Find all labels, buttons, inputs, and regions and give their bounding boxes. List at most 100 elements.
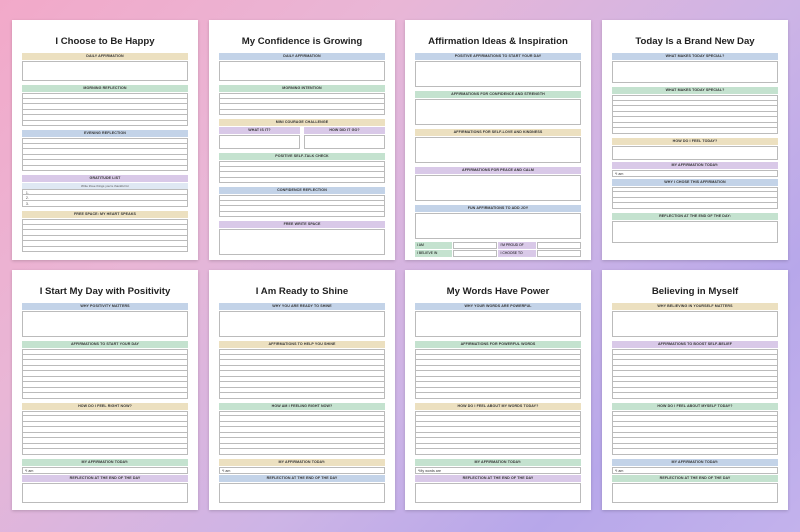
write-box[interactable] [612,145,778,160]
section-header: My Affirmation Today: [612,458,778,466]
section-header: How Do I Feel Today? [612,137,778,145]
section-header: Affirmations for Peace and Calm [415,167,581,174]
write-box[interactable] [22,61,188,81]
page-title: Believing in Myself [651,286,739,297]
section-header: Reflection at the End of the Day [219,474,385,482]
worksheet-page-6: I Am Ready to Shine Why You Are Ready to… [209,270,395,510]
numbered-line[interactable]: 3. [22,201,188,207]
write-box[interactable] [612,311,778,337]
section-header: Evening Reflection [22,130,188,137]
prompt-field[interactable] [453,250,498,257]
section-header: Affirmations to Start Your Day [22,341,188,348]
write-box[interactable] [415,213,581,239]
prompt-label: I'M PROUD OF [498,242,536,249]
section-header: Fun Affirmations to Add Joy [415,205,581,212]
worksheet-page-2: My Confidence is Growing Daily Affirmati… [209,20,395,260]
section-header: Confidence Reflection [219,187,385,194]
affirmation-line[interactable]: *I am [612,169,778,177]
worksheet-page-7: My Words Have Power Why Your Words Are P… [405,270,591,510]
section-header: Reflection at the End of the Day: [612,212,778,220]
write-box[interactable] [219,482,385,503]
page-title: My Words Have Power [446,286,550,297]
write-lines[interactable] [22,219,188,252]
section-header: My Affirmation Today: [612,161,778,169]
write-lines[interactable] [22,410,188,455]
page-title: I Choose to Be Happy [55,36,155,47]
write-lines[interactable] [415,349,581,399]
write-lines[interactable] [415,410,581,455]
section-header: Affirmations for Confidence and Strength [415,91,581,98]
section-header: Affirmations for Self-Love and Kindness [415,129,581,136]
numbered-line[interactable]: 2. [22,195,188,201]
section-header: Positive Self-Talk Check [219,153,385,160]
write-box[interactable] [22,482,188,503]
prompt-label: I CHOOSE TO [498,250,536,257]
write-box[interactable] [219,135,300,149]
write-lines[interactable] [219,349,385,399]
section-header: How Do I Feel About My Words Today? [415,402,581,410]
write-box[interactable] [612,61,778,83]
affirmation-line[interactable]: *I am [612,466,778,474]
write-lines[interactable] [612,410,778,455]
prompt-field[interactable] [536,250,581,257]
section-header: Why You Are Ready to Shine [219,303,385,310]
write-box[interactable] [415,175,581,201]
write-lines[interactable] [22,138,188,171]
section-header: How Do I Feel Right Now? [22,402,188,410]
prompt-field[interactable] [453,242,498,249]
section-header: Free Space: My Heart Speaks [22,211,188,218]
write-box[interactable] [415,137,581,163]
numbered-line[interactable]: 1. [22,189,188,195]
worksheet-page-5: I Start My Day with Positivity Why Posit… [12,270,198,510]
section-header: How Am I Feeling Right Now? [219,402,385,410]
affirmation-line[interactable]: *I am [219,466,385,474]
sub-header: What is it? [219,127,300,134]
prompt-field[interactable] [536,242,581,249]
write-box[interactable] [219,229,385,255]
prompt-label: I BELIEVE IN [415,250,453,257]
section-header: Gratitude List [22,175,188,182]
section-header: My Affirmation Today: [219,458,385,466]
section-header: How Do I Feel About Myself Today? [612,402,778,410]
affirmation-line[interactable]: *I am [22,466,188,474]
write-box[interactable] [612,482,778,503]
section-header: Why Believing in Yourself Matters [612,303,778,310]
write-lines[interactable] [612,95,778,134]
section-header: Positive Affirmations to Start Your Day [415,53,581,60]
write-box[interactable] [415,99,581,125]
section-header: Reflection at the End of the Day [415,474,581,482]
write-box[interactable] [304,135,385,149]
write-box[interactable] [22,311,188,337]
worksheet-page-3: Affirmation Ideas & Inspiration Positive… [405,20,591,260]
page-title: I Am Ready to Shine [255,286,349,297]
write-box[interactable] [612,220,778,243]
write-box[interactable] [415,311,581,337]
affirmation-line[interactable]: *My words are [415,466,581,474]
section-header: Why Your Words Are Powerful [415,303,581,310]
section-header: Daily Affirmation [22,53,188,60]
section-header: Free Write Space [219,221,385,228]
write-box[interactable] [219,61,385,81]
write-lines[interactable] [219,195,385,217]
worksheet-page-4: Today Is a Brand New Day What Makes Toda… [602,20,788,260]
write-box[interactable] [219,311,385,337]
section-header: Why Positivity Matters [22,303,188,310]
write-lines[interactable] [219,93,385,115]
sub-header: How did it go? [304,127,385,134]
prompt-label: I AM [415,242,453,249]
write-lines[interactable] [22,349,188,399]
write-lines[interactable] [219,161,385,183]
write-lines[interactable] [219,410,385,455]
section-header: My Affirmation Today: [22,458,188,466]
write-lines[interactable] [612,349,778,399]
section-subnote: Write three things you're thankful for [22,183,188,189]
page-title: Affirmation Ideas & Inspiration [428,36,568,47]
write-box[interactable] [415,482,581,503]
write-box[interactable] [415,61,581,87]
write-lines[interactable] [612,186,778,209]
section-header: What Makes Today Special? [612,53,778,60]
section-header: What Makes Today Special? [612,87,778,94]
page-title: Today Is a Brand New Day [635,36,755,47]
section-header: Daily Affirmation [219,53,385,60]
write-lines[interactable] [22,93,188,126]
